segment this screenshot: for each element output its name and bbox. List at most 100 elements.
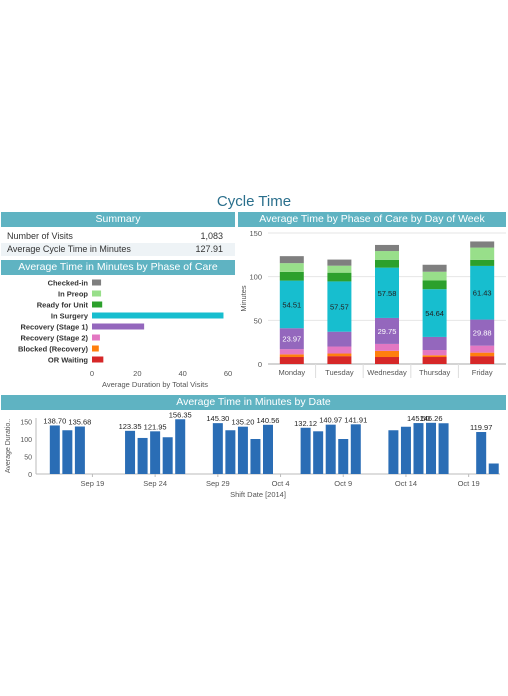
day-data-label: 29.88 — [473, 329, 492, 338]
date-data-label: 156.35 — [169, 410, 192, 419]
date-data-label: 123.35 — [119, 422, 142, 431]
date-tick-label: 100 — [20, 437, 32, 444]
summary-row-cycle-time: Average Cycle Time in Minutes 127.91 — [1, 243, 235, 256]
phase-tick-label: 20 — [133, 369, 141, 378]
date-category-label: Sep 29 — [206, 479, 230, 488]
date-bar — [49, 425, 60, 474]
day-category-label: Friday — [472, 368, 493, 377]
date-data-label: 138.70 — [43, 416, 66, 425]
day-bar-segment — [422, 280, 447, 290]
summary-visits-value: 1,083 — [200, 231, 223, 241]
day-data-label: 29.75 — [378, 327, 397, 336]
day-bar-segment — [470, 265, 495, 320]
date-bar — [137, 437, 148, 474]
day-bar-segment — [327, 259, 352, 266]
date-bar — [212, 423, 223, 474]
day-bar-segment — [327, 331, 352, 347]
date-bar — [400, 426, 411, 474]
day-bar-segment — [279, 271, 304, 281]
date-bar — [325, 424, 336, 474]
day-bar-segment — [422, 289, 447, 337]
date-tick-label: 0 — [28, 472, 32, 479]
phase-bar — [92, 301, 103, 308]
day-bar-segment — [470, 319, 495, 346]
date-bar — [237, 426, 248, 474]
date-bar — [175, 419, 186, 474]
summary-cycle-value: 127.91 — [195, 244, 223, 254]
phase-label: Recovery (Stage 2) — [20, 334, 88, 343]
date-bar — [263, 424, 273, 474]
date-bar — [388, 430, 399, 474]
day-bar-segment — [279, 357, 304, 364]
day-bar-segment — [470, 352, 495, 357]
day-bar-segment — [375, 317, 399, 344]
day-bar-segment — [470, 247, 495, 260]
phase-bar — [92, 279, 102, 286]
date-data-label: 135.68 — [68, 418, 91, 427]
day-bar-segment — [327, 281, 352, 332]
day-bar-segment — [422, 271, 447, 281]
date-data-label: 140.97 — [319, 416, 342, 425]
day-bar-segment — [279, 349, 304, 355]
date-bar — [62, 430, 73, 474]
day-bar-segment — [470, 241, 495, 248]
day-bar-segment — [375, 350, 399, 358]
phase-label: Recovery (Stage 1) — [20, 323, 88, 332]
date-bar — [150, 431, 161, 474]
date-data-label: 141.91 — [344, 415, 367, 424]
date-category-label: Oct 14 — [395, 479, 417, 488]
date-tick-label: 50 — [24, 455, 32, 462]
phase-tick-label: 0 — [90, 369, 94, 378]
phase-chart: Checked-in In Preop Ready for Unit In Surge… — [18, 279, 232, 390]
date-axis-x-title: Shift Date [2014] — [230, 490, 286, 499]
date-bar — [250, 439, 261, 474]
day-bar-segment — [327, 346, 352, 354]
day-bar-segment — [327, 353, 352, 357]
date-chart: 0 50 100 150 Average Duratio.. 138.70 135.68 12… — [5, 410, 500, 499]
day-bar-segment — [327, 356, 352, 364]
date-data-label: 140.56 — [257, 416, 280, 425]
day-bar-segment — [375, 357, 399, 364]
phase-bar — [92, 345, 99, 352]
date-data-label: 145.50 — [407, 414, 430, 423]
day-category-label: Monday — [278, 368, 305, 377]
day-data-label: 23.97 — [282, 335, 301, 344]
date-category-label: Oct 9 — [334, 479, 352, 488]
day-bar-segment — [422, 264, 447, 272]
day-bar-segment — [375, 267, 399, 318]
day-category-label: Tuesday — [325, 368, 354, 377]
day-category-label: Thursday — [419, 368, 451, 377]
phase-bar — [92, 356, 104, 363]
phase-label: Ready for Unit — [37, 301, 89, 310]
date-data-label: 135.20 — [231, 418, 254, 427]
date-bar — [74, 426, 85, 474]
day-bar-segment — [470, 356, 495, 364]
summary-cycle-label: Average Cycle Time in Minutes — [7, 244, 131, 254]
date-panel-header: Average Time in Minutes by Date — [1, 395, 506, 410]
date-data-label: 145.30 — [206, 414, 229, 423]
date-category-label: Oct 19 — [458, 479, 480, 488]
phase-tick-label: 40 — [178, 369, 186, 378]
date-bar — [488, 463, 499, 474]
date-bar — [162, 437, 173, 474]
day-bar-segment — [422, 357, 447, 364]
day-bar-segment — [279, 263, 304, 272]
date-bar — [225, 430, 236, 474]
date-bar — [338, 439, 349, 474]
day-bar-segment — [470, 259, 495, 266]
phase-label: OR Waiting — [48, 356, 89, 365]
date-data-label: 119.97 — [470, 423, 492, 432]
day-bar-segment — [470, 345, 495, 353]
phase-bar — [92, 312, 224, 319]
date-bar — [438, 423, 449, 474]
phase-bar — [92, 290, 102, 297]
summary-visits-label: Number of Visits — [7, 231, 73, 241]
page-title: Cycle Time — [216, 193, 292, 210]
day-tick-label: 150 — [249, 229, 262, 238]
date-bar — [413, 423, 424, 474]
day-bar-segment — [279, 280, 304, 329]
day-chart: 0 50 100 150 Minutes 54.51 23.97 Monday 57.57 Tue… — [239, 229, 506, 378]
date-category-label: Oct 4 — [272, 479, 290, 488]
day-panel-header: Average Time by Phase of Care by Day of … — [238, 212, 506, 227]
day-category-label: Wednesday — [367, 368, 407, 377]
